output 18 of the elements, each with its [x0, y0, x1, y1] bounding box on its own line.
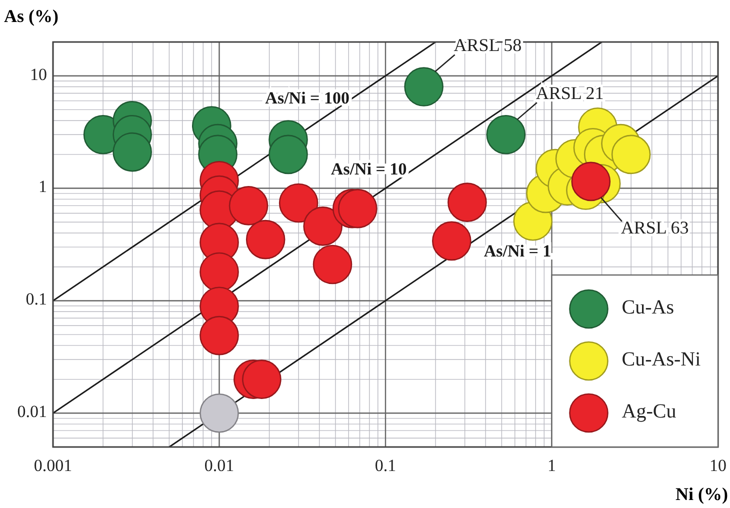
series-label: As/Ni = 10	[330, 159, 407, 178]
y-tick-label: 10	[30, 64, 47, 84]
annotation: ARSL 63	[620, 218, 689, 238]
x-axis-title: Ni (%)	[676, 484, 728, 504]
x-tick-label: 0.01	[204, 456, 234, 475]
series-label: As/Ni = 100	[265, 88, 350, 108]
x-tick-label: 1	[548, 456, 556, 475]
legend-label: Cu-As-Ni	[622, 348, 702, 371]
y-axis-title: As (%)	[4, 6, 58, 26]
y-tick-label: 1	[38, 177, 47, 196]
series-label: As/Ni = 1	[484, 241, 552, 260]
legend-label: Ag-Cu	[622, 400, 676, 423]
y-tick-label: 0.01	[17, 402, 47, 422]
x-tick-label: 10	[710, 456, 726, 475]
x-tick-label: 0.001	[34, 456, 72, 475]
x-tick-label: 0.1	[374, 456, 396, 475]
legend-label: Cu-As	[622, 296, 674, 319]
y-tick-label: 0.1	[26, 290, 47, 309]
